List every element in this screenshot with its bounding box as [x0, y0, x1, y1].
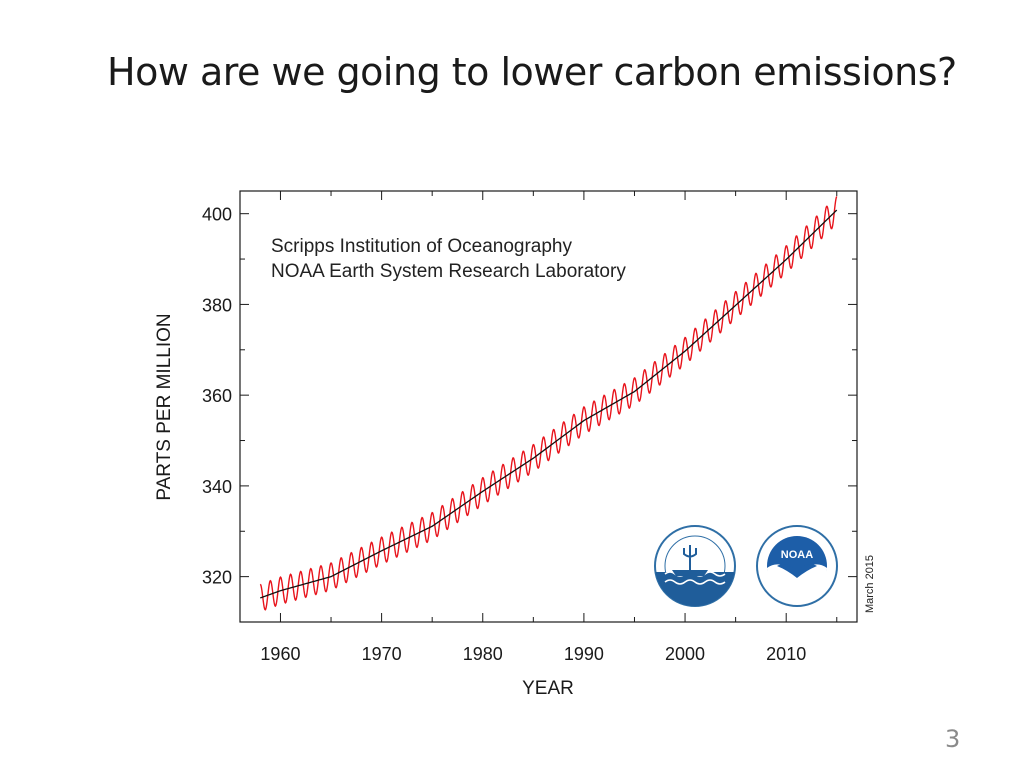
svg-text:NOAA: NOAA — [781, 549, 813, 561]
x-tick-label: 2010 — [766, 644, 806, 664]
axis-ticks: 1960 1970 1980 1990 2000 2010 320 340 360 380 400 — [202, 191, 857, 664]
scripps-logo — [654, 525, 736, 607]
y-tick-label: 400 — [202, 205, 232, 225]
annotation-noaa: NOAA Earth System Research Laboratory — [271, 261, 626, 282]
y-tick-label: 360 — [202, 386, 232, 406]
series-line-trend — [260, 209, 838, 599]
series-line-monthly — [259, 196, 838, 611]
annotation-scripps: Scripps Institution of Oceanography — [271, 236, 573, 257]
plot-area — [259, 196, 838, 611]
x-tick-label: 1990 — [564, 644, 604, 664]
x-tick-label: 1960 — [260, 644, 300, 664]
x-tick-label: 1970 — [362, 644, 402, 664]
y-axis-title: PARTS PER MILLION — [154, 313, 175, 500]
x-tick-label: 2000 — [665, 644, 705, 664]
plot-frame — [239, 190, 858, 623]
y-tick-label: 380 — [202, 295, 232, 315]
y-tick-label: 320 — [202, 568, 232, 588]
x-tick-label: 1980 — [463, 644, 503, 664]
slide-title: How are we going to lower carbon emissio… — [107, 50, 957, 94]
noaa-logo: NOAA — [756, 525, 838, 607]
x-axis-title: YEAR — [522, 678, 574, 699]
slide-number: 3 — [945, 725, 961, 753]
y-tick-label: 340 — [202, 477, 232, 497]
date-stamp: March 2015 — [864, 555, 876, 613]
